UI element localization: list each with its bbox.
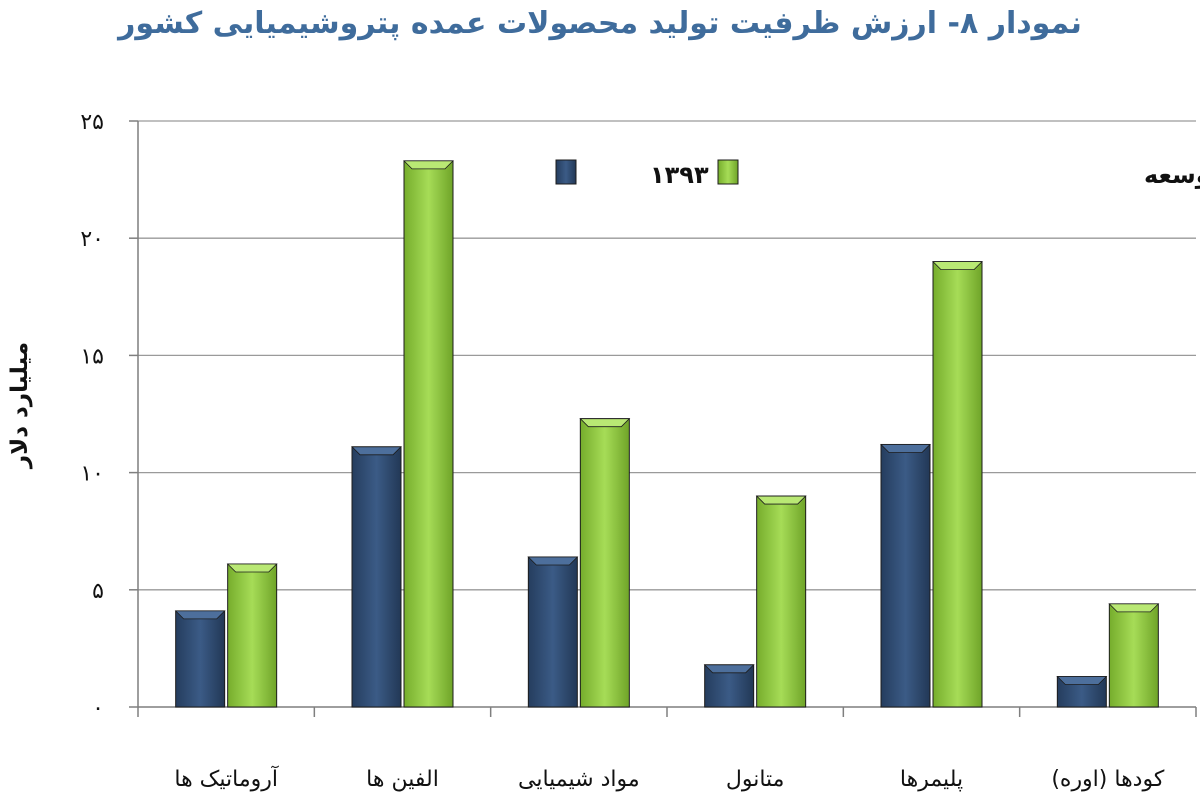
bar-body [227, 563, 278, 708]
legend-swatch [717, 159, 739, 185]
y-tick-label: ۵ [92, 579, 104, 604]
bar-cap [527, 556, 579, 566]
bar-body [1108, 603, 1159, 708]
legend-label: تکمیل طرحهای برنامه پنجم توسعه [1144, 161, 1200, 189]
bar-cap [174, 610, 226, 620]
bar-cap [579, 418, 631, 428]
bar-body [756, 495, 807, 708]
legend-item: ۱۳۹۳ [555, 159, 709, 189]
bar-cap [226, 563, 278, 573]
bar-cap [755, 495, 807, 505]
bar [1108, 603, 1160, 708]
y-tick-label: ۰ [92, 696, 104, 721]
bar-cap [703, 664, 755, 674]
x-category-label: الفین ها [366, 767, 439, 792]
legend-item: تکمیل طرحهای برنامه پنجم توسعه [717, 159, 1200, 189]
bar [1056, 676, 1108, 708]
axes [129, 120, 1197, 717]
bar-body [527, 556, 578, 708]
y-tick-label: ۱۵ [80, 344, 104, 369]
bar-body [880, 443, 931, 708]
x-category-label: آروماتیک ها [174, 765, 278, 792]
bar-cap [1056, 676, 1108, 685]
bar-cap [351, 446, 402, 456]
y-tick-label: ۱۰ [80, 462, 104, 487]
legend-swatch [555, 159, 577, 185]
bar-body [351, 446, 402, 708]
bar [579, 418, 631, 708]
bar [703, 664, 755, 708]
bar-cap [880, 444, 931, 453]
bars [174, 160, 1160, 708]
bar [880, 443, 931, 708]
bar [403, 160, 454, 708]
bar-cap [932, 261, 983, 271]
bar [932, 261, 983, 708]
y-tick-label: ۲۰ [80, 227, 104, 252]
bar-cap [1108, 603, 1160, 613]
labels: ۰ ۵ ۱۰ ۱۵ ۲۰ ۲۵ آروماتیک ها الفین ها مواد شیمیای… [80, 110, 1164, 792]
chart-title: نمودار ۸- ارزش ظرفیت تولید محصولات عمده … [118, 6, 1082, 41]
x-category-label: پلیمرها [900, 767, 963, 792]
bar-body [932, 261, 983, 708]
bar [527, 556, 579, 708]
bar-body [175, 610, 226, 708]
y-tick-label: ۲۵ [80, 110, 104, 135]
bar-cap [403, 160, 454, 170]
bar-body [579, 418, 630, 708]
grid-lines [138, 120, 1196, 591]
bar [755, 495, 807, 708]
x-category-label: کودها (اوره) [1051, 767, 1165, 792]
bar [226, 563, 278, 708]
bar [351, 446, 402, 708]
legend-label: ۱۳۹۳ [650, 161, 709, 189]
legend: ۱۳۹۳ تکمیل طرحهای برنامه پنجم توسعه [555, 159, 1200, 189]
bar-body [403, 160, 454, 708]
bar [174, 610, 226, 708]
x-category-label: مواد شیمیایی [518, 767, 640, 792]
x-category-label: متانول [726, 767, 785, 792]
